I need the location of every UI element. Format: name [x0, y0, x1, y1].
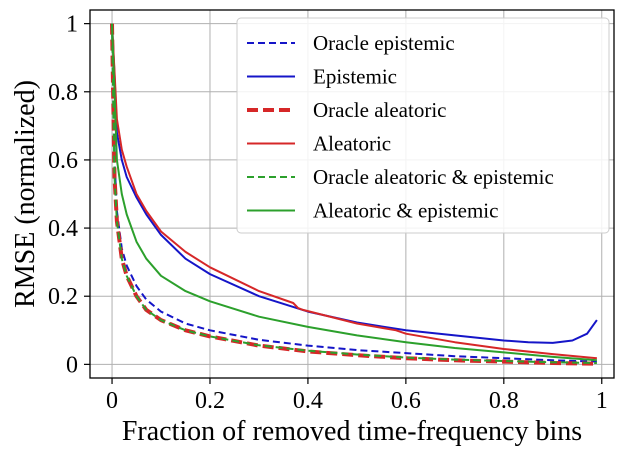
x-tick-label: 0.6 [391, 388, 421, 414]
legend-label: Oracle epistemic [313, 31, 455, 55]
x-axis-label: Fraction of removed time-frequency bins [122, 416, 582, 447]
legend-label: Oracle aleatoric [313, 98, 447, 122]
plot-frame [89, 9, 615, 379]
series-line-epistemic [111, 23, 598, 344]
y-tick-label: 1 [66, 12, 78, 38]
y-tick-label: 0.6 [48, 148, 78, 174]
x-tick-label: 0.2 [195, 388, 225, 414]
y-tick-label: 0.8 [48, 80, 78, 106]
x-tick-label: 0 [106, 388, 118, 414]
legend-box [236, 17, 610, 234]
legend-label: Aleatoric & epistemic [313, 199, 498, 223]
y-tick-label: 0 [66, 352, 78, 378]
series-lines [110, 23, 598, 366]
series-line-oracle-aleatoric-epistemic [111, 23, 597, 364]
series-line-oracle-epistemic [111, 23, 597, 363]
y-axis-label: RMSE (normalized) [10, 80, 41, 308]
legend-label: Epistemic [313, 65, 397, 89]
series-line-aleatoric [111, 23, 597, 360]
axis-ticks: 0 0.2 0.4 0.6 0.8 1 0 0.2 0.4 0.6 0.8 1 [48, 12, 608, 414]
y-tick-label: 0.4 [48, 216, 78, 242]
legend-label: Aleatoric [313, 132, 391, 156]
x-tick-label: 0.4 [293, 388, 323, 414]
legend: Oracle epistemic Epistemic Oracle aleatori… [236, 17, 610, 234]
series-line-aleatoric-epistemic [111, 23, 597, 362]
y-tick-label: 0.2 [48, 284, 78, 310]
x-tick-label: 0.8 [489, 388, 519, 414]
x-tick-label: 1 [596, 388, 608, 414]
legend-label: Oracle aleatoric & epistemic [313, 165, 554, 189]
